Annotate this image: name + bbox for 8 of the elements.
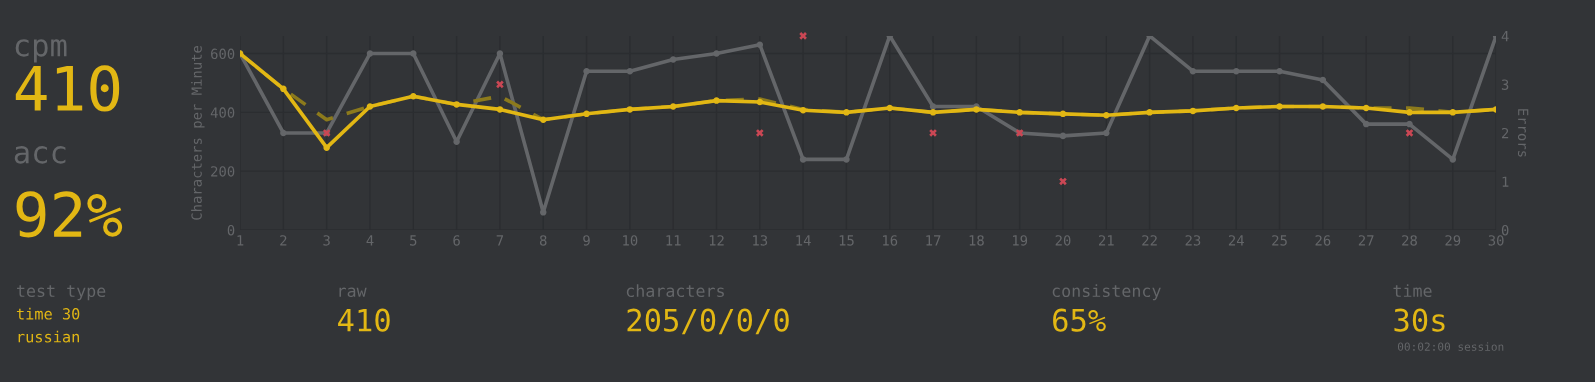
text: 30s xyxy=(1394,308,1445,332)
text: time 30 xyxy=(16,307,80,320)
text: 205/0/0/0 xyxy=(627,308,789,335)
text: 410 xyxy=(15,65,120,112)
text: 410 xyxy=(338,308,390,332)
text: 92% xyxy=(16,191,123,238)
text: russian xyxy=(18,330,79,343)
text: 65% xyxy=(1053,308,1106,332)
